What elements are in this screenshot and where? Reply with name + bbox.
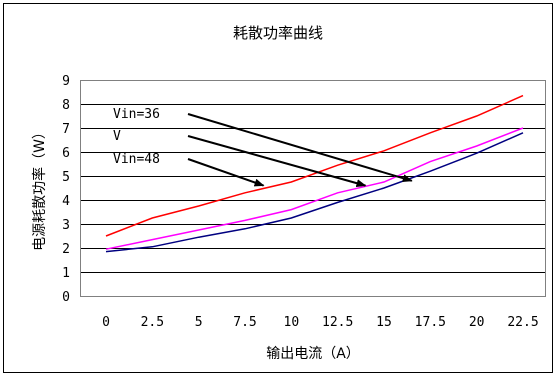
annotation-arrow (187, 135, 367, 188)
x-tick-label: 22.5 (507, 315, 538, 330)
annotation-arrow (187, 113, 413, 183)
y-tick-label: 4 (62, 194, 70, 209)
y-tick-label: 8 (62, 98, 70, 113)
series-line-3 (105, 132, 524, 253)
x-tick-label: 7.5 (233, 315, 256, 330)
y-tick-label: 5 (62, 170, 70, 185)
x-tick-label: 2.5 (141, 315, 164, 330)
series-lines (105, 94, 524, 253)
x-tick-label: 10 (284, 315, 300, 330)
y-tick-label: 9 (62, 74, 70, 89)
annotation-label: V (113, 129, 121, 144)
series-line-2 (105, 127, 524, 250)
x-tick-label: 12.5 (322, 315, 353, 330)
x-axis-label: 输出电流（A） (266, 346, 360, 362)
y-axis-label: 电源耗散功率（W） (31, 125, 48, 251)
y-tick-label: 1 (62, 266, 70, 281)
plot-area-border (80, 80, 546, 297)
x-tick-labels: 0 2.5 5 7.5 10 12.5 15 17.5 20 22.5 (102, 315, 539, 330)
series-line-1 (105, 94, 524, 237)
grid-lines (80, 104, 545, 273)
chart-border (3, 3, 553, 373)
y-tick-label: 6 (62, 146, 70, 161)
x-tick-label: 15 (376, 315, 392, 330)
x-tick-label: 0 (102, 315, 110, 330)
x-tick-label: 5 (195, 315, 203, 330)
chart-title: 耗散功率曲线 (233, 24, 323, 42)
annotation-label: Vin=36 (113, 107, 160, 122)
y-tick-label: 2 (62, 242, 70, 257)
annotation-arrow (187, 158, 265, 187)
x-tick-label: 17.5 (415, 315, 446, 330)
y-tick-labels: 0 1 2 3 4 5 6 7 8 9 (62, 74, 70, 305)
y-tick-label: 0 (62, 290, 70, 305)
annotations: Vin=36 V Vin=48 (113, 107, 413, 188)
annotation-label: Vin=48 (113, 152, 160, 167)
y-tick-label: 7 (62, 122, 70, 137)
x-tick-label: 20 (469, 315, 485, 330)
y-tick-label: 3 (62, 218, 70, 233)
